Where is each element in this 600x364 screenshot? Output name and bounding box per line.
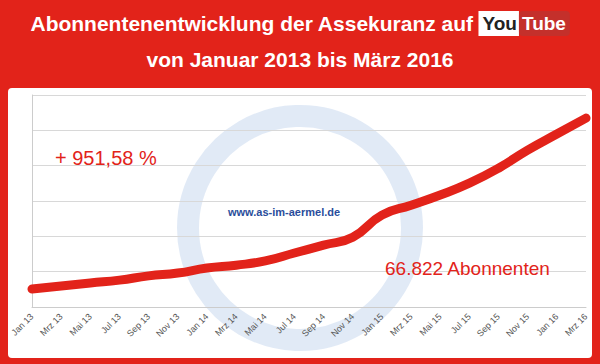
svg-text:Nov 15: Nov 15: [504, 311, 531, 338]
svg-text:Nov 13: Nov 13: [154, 311, 181, 338]
svg-text:Mrz 16: Mrz 16: [563, 311, 589, 337]
svg-text:Jul 15: Jul 15: [449, 311, 473, 335]
svg-text:You: You: [482, 13, 516, 34]
svg-text:66.822 Abonnenten: 66.822 Abonnenten: [385, 258, 550, 279]
svg-text:Mrz 15: Mrz 15: [388, 311, 414, 337]
svg-text:Jan 14: Jan 14: [184, 311, 210, 337]
svg-text:Jan 16: Jan 16: [534, 311, 560, 337]
svg-text:Jul 14: Jul 14: [274, 311, 298, 335]
svg-text:Jan 13: Jan 13: [9, 311, 35, 337]
svg-text:Nov 14: Nov 14: [329, 311, 356, 338]
svg-text:Mrz 14: Mrz 14: [213, 311, 239, 337]
svg-text:von Januar 2013 bis März 2016: von Januar 2013 bis März 2016: [147, 48, 454, 71]
svg-text:Mai 14: Mai 14: [243, 311, 269, 337]
svg-text:Sep 14: Sep 14: [300, 311, 327, 338]
svg-text:Jan 15: Jan 15: [359, 311, 385, 337]
svg-text:Mrz 13: Mrz 13: [38, 311, 64, 337]
svg-text:Jul 13: Jul 13: [99, 311, 123, 335]
svg-text:Tube: Tube: [522, 13, 566, 34]
svg-text:+ 951,58 %: + 951,58 %: [55, 147, 157, 169]
svg-text:Abonnentenentwicklung der Asse: Abonnentenentwicklung der Assekuranz auf: [30, 12, 474, 35]
svg-text:Sep 13: Sep 13: [125, 311, 152, 338]
svg-text:Mai 15: Mai 15: [418, 311, 444, 337]
svg-text:Sep 15: Sep 15: [475, 311, 502, 338]
svg-text:Mai 13: Mai 13: [68, 311, 94, 337]
svg-text:www.as-im-aermel.de: www.as-im-aermel.de: [227, 206, 340, 218]
